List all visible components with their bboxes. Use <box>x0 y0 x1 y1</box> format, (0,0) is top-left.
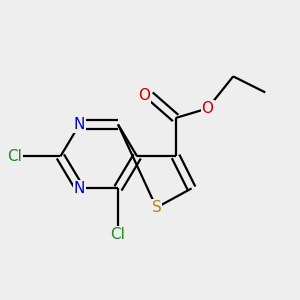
Text: N: N <box>74 181 85 196</box>
Text: O: O <box>202 101 214 116</box>
Text: S: S <box>152 200 161 215</box>
Text: N: N <box>74 117 85 132</box>
Text: O: O <box>138 88 150 103</box>
Text: Cl: Cl <box>111 227 125 242</box>
Text: Cl: Cl <box>7 149 22 164</box>
